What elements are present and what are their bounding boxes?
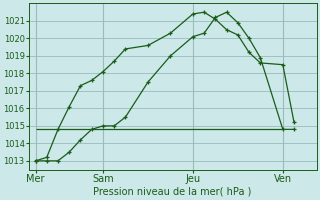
X-axis label: Pression niveau de la mer( hPa ): Pression niveau de la mer( hPa ): [93, 187, 252, 197]
